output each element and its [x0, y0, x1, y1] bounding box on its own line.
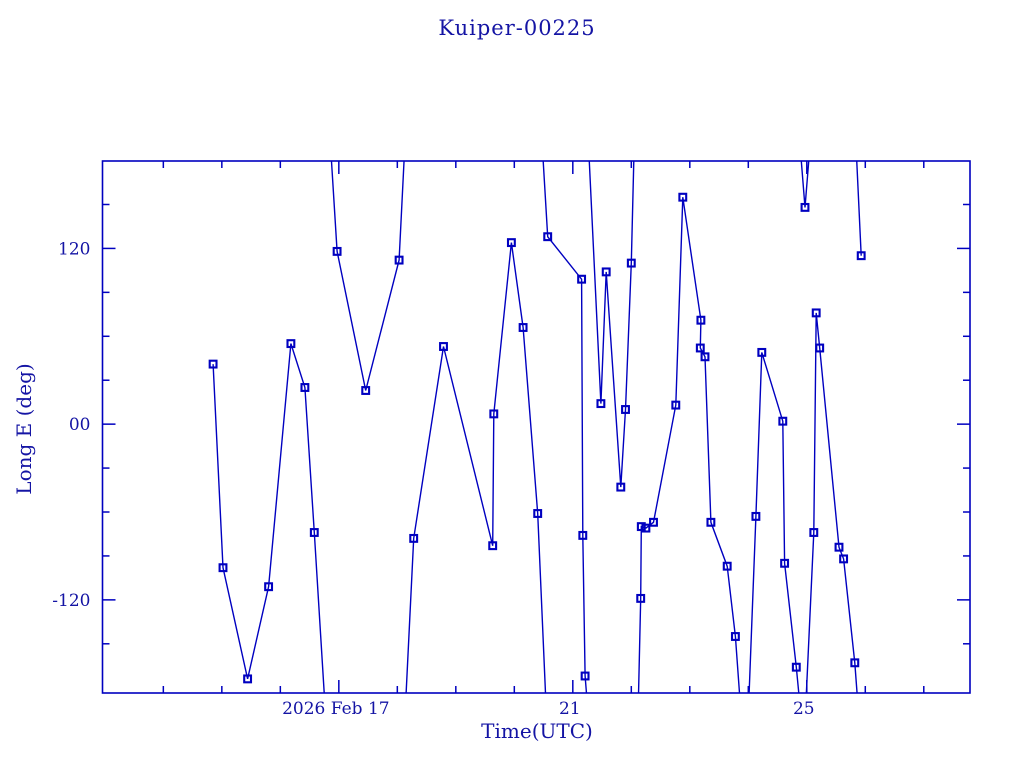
square-marker — [580, 671, 590, 681]
square-marker — [596, 399, 606, 409]
square-marker — [394, 255, 404, 265]
square-marker — [578, 530, 588, 540]
square-marker — [332, 246, 342, 256]
square-marker — [439, 342, 448, 351]
square-marker — [208, 359, 218, 369]
series-segment — [588, 161, 635, 488]
square-marker — [488, 541, 498, 551]
x-tick-label: 2026 Feb 17 — [282, 699, 390, 719]
square-marker — [671, 400, 681, 410]
y-axis-label: Long E (deg) — [12, 363, 36, 495]
square-marker — [489, 409, 499, 419]
x-axis-label: Time(UTC) — [481, 719, 593, 743]
square-marker — [309, 528, 319, 537]
square-marker — [518, 323, 528, 332]
data-markers — [208, 192, 866, 684]
square-marker — [809, 528, 819, 537]
square-marker — [695, 343, 705, 353]
square-marker — [778, 416, 788, 426]
square-marker — [850, 658, 860, 668]
square-marker — [780, 558, 790, 568]
square-marker — [533, 509, 543, 518]
square-marker — [626, 258, 636, 268]
y-tick-label: -120 — [52, 591, 90, 611]
square-marker — [722, 561, 732, 571]
series-segment — [805, 312, 858, 693]
square-marker — [616, 482, 626, 492]
square-marker — [621, 405, 630, 414]
square-marker — [218, 563, 228, 573]
square-marker — [641, 523, 651, 533]
square-marker — [815, 343, 825, 353]
series-segment — [748, 352, 800, 693]
square-marker — [409, 533, 419, 543]
series-segment — [405, 242, 547, 693]
y-tick-label: 00 — [69, 415, 91, 435]
square-marker — [811, 308, 821, 318]
square-marker — [543, 232, 553, 242]
series-segment — [856, 161, 862, 256]
x-tick-label: 21 — [559, 699, 581, 719]
chart-title: Kuiper-00225 — [438, 16, 596, 40]
square-marker — [700, 352, 710, 362]
square-marker — [678, 192, 688, 202]
square-marker — [757, 347, 767, 357]
x-tick-label: 25 — [793, 699, 815, 719]
square-marker — [601, 267, 611, 277]
square-marker — [264, 582, 274, 592]
square-marker — [577, 274, 587, 284]
square-marker — [706, 517, 716, 527]
square-marker — [696, 315, 706, 325]
square-marker — [286, 339, 296, 349]
square-marker — [834, 542, 844, 552]
square-marker — [791, 662, 801, 672]
tick-labels: 2026 Feb 17 21 25 120 00 -120 — [52, 239, 814, 719]
y-tick-label: 120 — [58, 239, 90, 259]
square-marker — [636, 522, 646, 532]
series-segment — [637, 197, 741, 693]
series-segment — [542, 161, 588, 693]
data-series — [212, 161, 862, 693]
square-marker — [243, 674, 253, 684]
square-marker — [856, 251, 866, 261]
square-marker — [839, 554, 849, 564]
square-marker — [636, 593, 646, 603]
square-marker — [361, 386, 371, 395]
square-marker — [730, 632, 740, 641]
plot-frame — [101, 160, 971, 694]
square-marker — [751, 511, 761, 521]
square-marker — [300, 383, 310, 392]
square-marker — [506, 238, 516, 248]
square-marker — [800, 202, 810, 212]
series-segment — [212, 343, 325, 693]
square-marker — [649, 517, 658, 527]
series-segment — [330, 161, 405, 391]
series-segment — [800, 161, 810, 208]
axis-ticks — [102, 161, 970, 693]
